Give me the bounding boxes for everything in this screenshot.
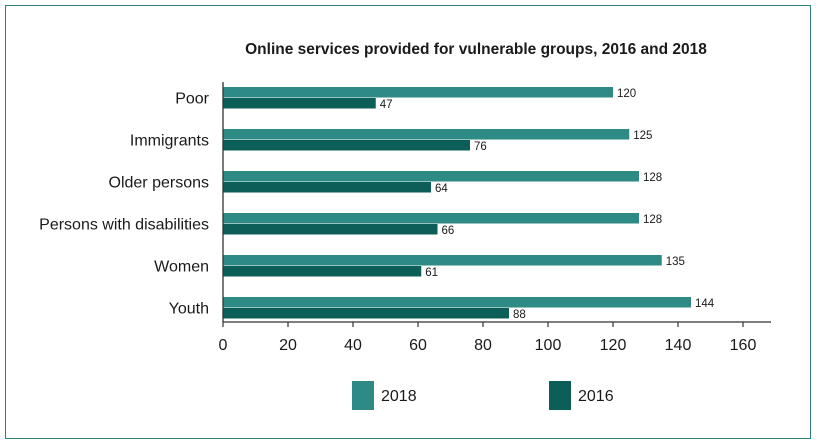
- data-label-women-2016: 61: [425, 267, 438, 279]
- category-label-youth: Youth: [169, 301, 209, 318]
- x-axis: 0 20 40 60 80 100 120 140 160: [219, 82, 771, 354]
- bar-immigrants-2018: [223, 129, 630, 140]
- bar-older-persons-2016: [223, 182, 431, 193]
- bar-persons-with-disabilities-2016: [223, 224, 438, 235]
- data-label-older-persons-2018: 128: [643, 172, 662, 184]
- bar-persons-with-disabilities-2018: [223, 213, 639, 224]
- bar-poor-2018: [223, 87, 613, 98]
- x-tick-label-60: 60: [409, 337, 427, 354]
- bar-youth-2016: [223, 308, 509, 319]
- data-label-youth-2016: 88: [513, 309, 526, 321]
- x-tick-label-40: 40: [344, 337, 362, 354]
- bars-group: 120 47 125 76 128 64 128 66 135 61 144 88: [223, 87, 715, 321]
- x-tick-label-80: 80: [474, 337, 492, 354]
- data-label-poor-2016: 47: [380, 99, 393, 111]
- x-tick-label-120: 120: [600, 337, 627, 354]
- category-label-immigrants: Immigrants: [130, 133, 209, 150]
- data-label-immigrants-2018: 125: [633, 130, 652, 142]
- chart-title: Online services provided for vulnerable …: [245, 41, 707, 58]
- bar-immigrants-2016: [223, 140, 470, 151]
- category-label-poor: Poor: [175, 91, 209, 108]
- data-label-immigrants-2016: 76: [474, 141, 487, 153]
- x-tick-label-100: 100: [535, 337, 562, 354]
- x-tick-label-0: 0: [219, 337, 228, 354]
- data-label-persons-with-disabilities-2018: 128: [643, 214, 662, 226]
- data-label-women-2018: 135: [666, 256, 685, 268]
- legend-label-2016: 2016: [578, 388, 614, 405]
- category-label-older-persons: Older persons: [109, 175, 210, 192]
- category-label-women: Women: [154, 259, 209, 276]
- x-tick-label-140: 140: [665, 337, 692, 354]
- bar-poor-2016: [223, 98, 376, 109]
- legend: 2018 2016: [352, 381, 614, 410]
- data-label-poor-2018: 120: [617, 88, 636, 100]
- bar-youth-2018: [223, 297, 691, 308]
- category-labels: Poor Immigrants Older persons Persons with …: [39, 91, 210, 318]
- data-label-persons-with-disabilities-2016: 66: [442, 225, 455, 237]
- x-tick-label-20: 20: [279, 337, 297, 354]
- legend-swatch-2018: [352, 381, 374, 410]
- data-label-youth-2018: 144: [695, 298, 715, 310]
- x-tick-label-160: 160: [730, 337, 757, 354]
- category-label-persons-with-disabilities: Persons with disabilities: [39, 217, 209, 234]
- legend-label-2018: 2018: [381, 388, 417, 405]
- legend-swatch-2016: [549, 381, 571, 410]
- bar-older-persons-2018: [223, 171, 639, 182]
- bar-women-2016: [223, 266, 422, 277]
- data-label-older-persons-2016: 64: [435, 183, 448, 195]
- bar-women-2018: [223, 255, 662, 266]
